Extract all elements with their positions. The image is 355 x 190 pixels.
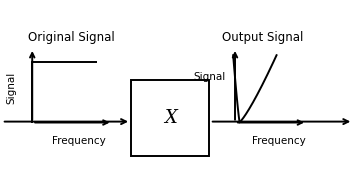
Text: Signal: Signal bbox=[6, 71, 16, 104]
Title: Original Signal: Original Signal bbox=[28, 31, 114, 44]
Bar bbox=[131, 80, 209, 156]
Text: Frequency: Frequency bbox=[51, 136, 105, 146]
Text: X: X bbox=[164, 109, 177, 127]
Text: Frequency: Frequency bbox=[252, 136, 306, 146]
Title: Output Signal: Output Signal bbox=[222, 31, 304, 44]
Text: Signal: Signal bbox=[193, 72, 225, 82]
